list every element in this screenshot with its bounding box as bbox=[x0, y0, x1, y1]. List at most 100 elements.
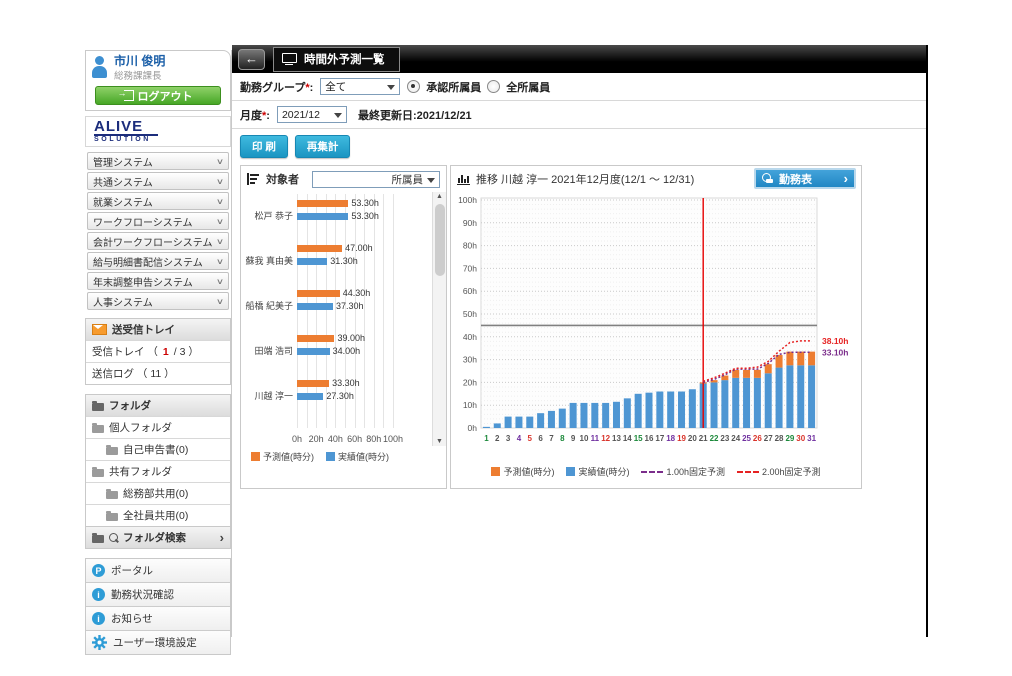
gridline bbox=[297, 194, 298, 428]
system-menu: 管理システム共通システム就業システムワークフローシステム会計ワークフローシステム… bbox=[85, 152, 231, 310]
x-tick-label: 100h bbox=[382, 434, 404, 444]
main-area: 時間外予測一覧 勤務グループ*: 全て 承認所属員 全所属員 月度*: 2021/… bbox=[232, 45, 926, 637]
day-label: 5 bbox=[528, 434, 533, 443]
people-panel-title: 対象者 bbox=[266, 174, 299, 186]
actual-bar bbox=[297, 393, 324, 400]
actual-bar bbox=[645, 392, 653, 428]
forecast-bar bbox=[732, 369, 740, 378]
day-label: 7 bbox=[549, 434, 554, 443]
actual-bar bbox=[515, 416, 523, 428]
actual-bar bbox=[667, 391, 675, 428]
vbar-chart-icon bbox=[457, 175, 470, 185]
day-label: 12 bbox=[601, 434, 610, 443]
sidebar-menu-item[interactable]: 年末調整申告システム bbox=[87, 272, 229, 290]
folder-item[interactable]: 個人フォルダ bbox=[86, 416, 230, 438]
sidebar-link-label: ユーザー環境設定 bbox=[113, 637, 197, 649]
actual-bar bbox=[612, 401, 620, 428]
y-tick-label: 60h bbox=[463, 286, 477, 296]
forecast-bar bbox=[797, 351, 805, 366]
folder-item[interactable]: 全社員共用(0) bbox=[86, 504, 230, 526]
menu-item-label: 人事システム bbox=[93, 297, 153, 309]
trend-panel-title: 推移 川越 淳一 2021年12月度(12/1 ～ 12/31) bbox=[476, 174, 695, 186]
folder-search-label: フォルダ検索 bbox=[123, 532, 186, 544]
group-filter-row: 勤務グループ*: 全て 承認所属員 全所属員 bbox=[232, 73, 926, 101]
sidebar-link[interactable]: ユーザー環境設定 bbox=[86, 630, 230, 654]
last-updated: 最終更新日:2021/12/21 bbox=[357, 109, 472, 122]
actual-bar bbox=[786, 365, 794, 428]
actual-bar bbox=[688, 389, 696, 428]
radio-承認所属員[interactable] bbox=[407, 80, 421, 93]
folder-item[interactable]: 総務部共用(0) bbox=[86, 482, 230, 504]
x-tick-label: 60h bbox=[347, 434, 363, 444]
group-select[interactable]: 全て bbox=[320, 78, 401, 95]
scrollbar-thumb[interactable] bbox=[434, 204, 445, 276]
month-select[interactable]: 2021/12 bbox=[276, 106, 347, 123]
scrollbar[interactable] bbox=[432, 192, 446, 446]
day-label: 3 bbox=[506, 434, 511, 443]
actual-bar bbox=[569, 402, 577, 428]
inbox-item[interactable]: 受信トレイ （ 1 / 3 ） bbox=[86, 340, 230, 362]
timesheet-icon bbox=[762, 173, 773, 184]
chevron-down-icon bbox=[216, 197, 224, 206]
actual-bar bbox=[602, 402, 610, 428]
day-label: 6 bbox=[538, 434, 543, 443]
actual-bar bbox=[493, 423, 501, 428]
sidebar-menu-item[interactable]: 管理システム bbox=[87, 152, 229, 170]
logo-text: ALIVE bbox=[94, 118, 144, 135]
actual-bar bbox=[297, 303, 333, 310]
folder-icon bbox=[92, 400, 104, 411]
sidebar-menu-item[interactable]: ワークフローシステム bbox=[87, 212, 229, 230]
gridline bbox=[306, 194, 308, 428]
tray-section: 送受信トレイ 受信トレイ （ 1 / 3 ） 送信ログ （ 11 ） bbox=[85, 318, 231, 385]
sidebar-link[interactable]: P ポータル bbox=[86, 559, 230, 582]
menu-item-label: 給与明細書配信システム bbox=[93, 257, 203, 269]
radio-label: 承認所属員 bbox=[426, 81, 482, 94]
menu-item-label: 会計ワークフローシステム bbox=[93, 237, 213, 249]
y-tick-label: 20h bbox=[463, 377, 477, 387]
gridline bbox=[335, 194, 337, 428]
recalculate-button[interactable]: 再集計 bbox=[294, 135, 351, 158]
sidebar-link-label: ポータル bbox=[111, 565, 153, 577]
folder-item[interactable]: 共有フォルダ bbox=[86, 460, 230, 482]
sidebar-menu-item[interactable]: 人事システム bbox=[87, 292, 229, 310]
folder-icon bbox=[106, 510, 118, 521]
actual-bar bbox=[678, 391, 686, 428]
actual-bar bbox=[743, 377, 751, 428]
radio-全所属員[interactable] bbox=[487, 80, 501, 93]
worksheet-button-label: 勤務表 bbox=[779, 173, 812, 186]
scroll-up-icon[interactable] bbox=[433, 193, 446, 200]
sidebar-menu-item[interactable]: 共通システム bbox=[87, 172, 229, 190]
folder-item[interactable]: 自己申告書(0) bbox=[86, 438, 230, 460]
user-card: 市川 俊明 総務課課長 ログアウト bbox=[85, 50, 231, 111]
actual-bar bbox=[656, 391, 664, 428]
day-label: 30 bbox=[796, 434, 805, 443]
actual-bar bbox=[297, 348, 330, 355]
logout-label: ログアウト bbox=[137, 90, 193, 103]
folder-search-item[interactable]: フォルダ検索 bbox=[86, 526, 230, 548]
trend-panel-header: 推移 川越 淳一 2021年12月度(12/1 ～ 12/31) 勤務表 bbox=[451, 166, 861, 192]
actual-bar bbox=[732, 377, 740, 428]
sidebar-link[interactable]: i お知らせ bbox=[86, 606, 230, 630]
tray-header: 送受信トレイ bbox=[86, 319, 230, 340]
sendlog-item[interactable]: 送信ログ （ 11 ） bbox=[86, 362, 230, 384]
inbox-label: 受信トレイ （ bbox=[92, 346, 158, 358]
back-button[interactable] bbox=[238, 48, 265, 70]
chevron-down-icon bbox=[216, 177, 224, 186]
sidebar-menu-item[interactable]: 会計ワークフローシステム bbox=[87, 232, 229, 250]
sidebar-link[interactable]: i 勤務状況確認 bbox=[86, 582, 230, 606]
day-label: 25 bbox=[742, 434, 751, 443]
people-filter-select[interactable]: 所属員 bbox=[312, 170, 440, 188]
logout-button[interactable]: ログアウト bbox=[95, 86, 221, 105]
actual-bar bbox=[753, 377, 761, 428]
y-tick-label: 10h bbox=[463, 400, 477, 410]
action-button-row: 印 刷 再集計 bbox=[232, 129, 926, 163]
legend-item: 1.00h固定予測 bbox=[641, 465, 725, 478]
day-label: 16 bbox=[645, 434, 654, 443]
worksheet-button[interactable]: 勤務表 bbox=[754, 168, 856, 189]
scroll-down-icon[interactable] bbox=[433, 438, 446, 445]
sidebar-menu-item[interactable]: 給与明細書配信システム bbox=[87, 252, 229, 270]
tray-header-label: 送受信トレイ bbox=[112, 324, 175, 336]
print-button[interactable]: 印 刷 bbox=[240, 135, 288, 158]
sidebar-menu-item[interactable]: 就業システム bbox=[87, 192, 229, 210]
y-tick-label: 80h bbox=[463, 241, 477, 251]
